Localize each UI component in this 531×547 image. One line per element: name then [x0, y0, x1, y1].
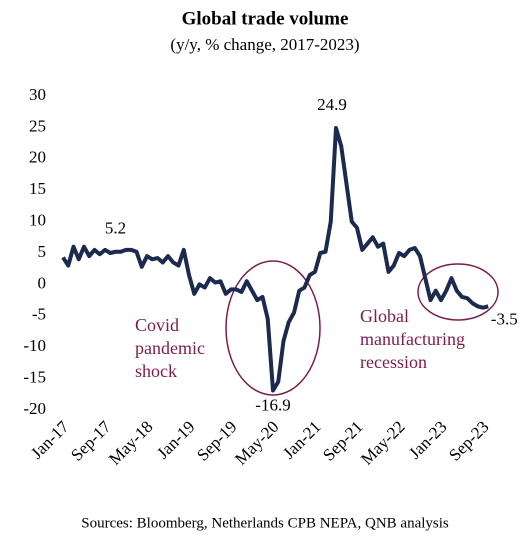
x-tick-label: May-22	[357, 417, 408, 468]
annotation: shock	[135, 361, 177, 381]
source-note: Sources: Bloomberg, Netherlands CPB NEPA…	[81, 515, 449, 531]
x-tick-label: Jan-17	[27, 417, 73, 463]
y-tick-label: -10	[23, 336, 46, 355]
x-tick-label: Sep-23	[445, 417, 492, 464]
x-tick-label: Jan-19	[153, 417, 198, 462]
recession-ellipse	[417, 263, 499, 321]
annotation: pandemic	[135, 338, 205, 358]
annotation: Global	[360, 306, 409, 326]
covid-ellipse	[225, 260, 321, 396]
x-tick-label: May-20	[231, 417, 282, 468]
data-label: 5.2	[105, 219, 126, 238]
data-label: 24.9	[317, 95, 347, 114]
y-tick-label: -20	[23, 399, 46, 418]
y-tick-label: 20	[29, 148, 46, 167]
data-label: -16.9	[255, 395, 290, 414]
y-tick-label: 10	[29, 211, 46, 230]
annotation: manufacturing	[360, 329, 465, 349]
x-tick-label: May-18	[105, 417, 156, 468]
y-tick-label: 15	[29, 179, 46, 198]
y-tick-label: 25	[29, 116, 46, 135]
line-series	[61, 126, 489, 393]
y-tick-label: -15	[23, 368, 46, 387]
y-tick-label: 30	[29, 85, 46, 104]
x-tick-label: Jan-23	[405, 417, 450, 462]
annotation: Covid	[135, 315, 179, 335]
annotation: recession	[360, 352, 427, 372]
x-tick-label: Jan-21	[279, 417, 324, 462]
y-tick-label: 5	[38, 242, 47, 261]
data-label: -3.5	[491, 309, 518, 328]
y-tick-label: -5	[32, 305, 46, 324]
y-tick-label: 0	[38, 273, 47, 292]
chart-title: Global trade volume	[182, 8, 349, 29]
chart-subtitle: (y/y, % change, 2017-2023)	[170, 35, 359, 54]
